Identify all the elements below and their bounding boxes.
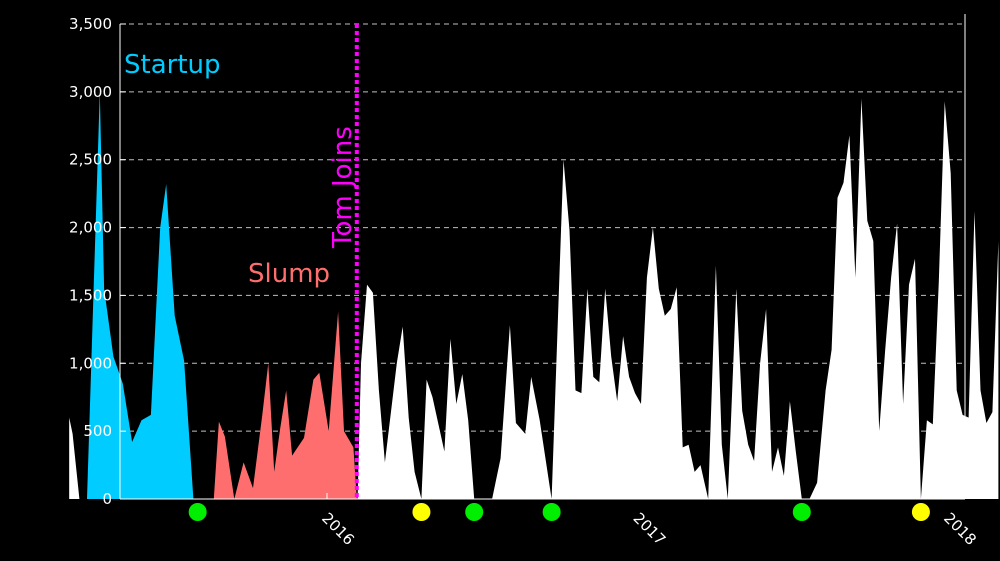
event-dot — [188, 503, 207, 521]
area-slump — [213, 311, 357, 499]
y-tick-label: 3,500 — [69, 15, 112, 33]
event-dots — [188, 503, 930, 521]
y-tick-label: 1,000 — [69, 354, 112, 372]
area-white-main — [357, 98, 999, 499]
y-tick-label: 1,500 — [69, 286, 112, 304]
y-tick-label: 0 — [102, 490, 112, 508]
event-dot — [542, 503, 561, 521]
event-dot — [412, 503, 431, 521]
area-white-early — [69, 417, 80, 499]
slump-annotation: Slump — [248, 259, 330, 289]
area-series — [69, 91, 999, 500]
y-tick-label: 2,500 — [69, 151, 112, 169]
tom-joins-label: Tom Joins — [328, 126, 358, 249]
area-startup — [87, 91, 194, 500]
startup-annotation: Startup — [124, 50, 221, 80]
event-dot — [792, 503, 811, 521]
y-ticks: 0 500 1,000 1,500 2,000 2,500 3,000 3,500 — [69, 15, 126, 508]
event-dot — [911, 503, 930, 521]
y-tick-label: 3,000 — [69, 83, 112, 101]
y-tick-label: 2,000 — [69, 219, 112, 237]
y-tick-label: 500 — [83, 422, 112, 440]
event-dot — [465, 503, 484, 521]
